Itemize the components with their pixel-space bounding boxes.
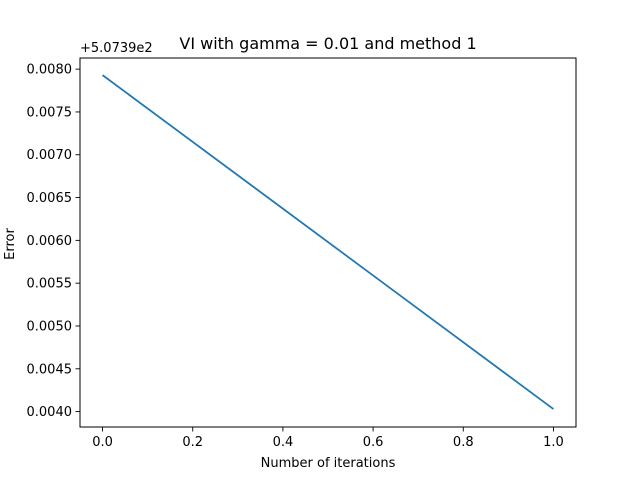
plot-area [102,74,554,410]
y-tick-label: 0.0055 [27,277,73,292]
x-tick-label: 0.8 [453,435,474,450]
x-axis-ticks: 0.0 0.2 0.4 0.6 0.8 1.0 [92,427,564,450]
x-tick-label: 0.4 [273,435,294,450]
y-tick-label: 0.0060 [27,234,73,249]
y-tick-label: 0.0075 [27,105,73,120]
x-tick-label: 0.6 [363,435,384,450]
x-tick-label: 0.2 [182,435,203,450]
y-tick-label: 0.0045 [27,362,73,377]
y-tick-label: 0.0050 [27,319,73,334]
x-tick-label: 1.0 [543,435,564,450]
y-axis-ticks: 0.0040 0.0045 0.0050 0.0055 0.0060 0.0065 0.00… [27,63,80,420]
y-tick-label: 0.0065 [27,191,73,206]
y-axis-offset-label: +5.0739e2 [80,41,153,56]
y-tick-label: 0.0080 [27,63,73,78]
y-tick-label: 0.0070 [27,148,73,163]
y-tick-label: 0.0040 [27,405,73,420]
series-line-0 [102,74,554,410]
axes-frame [79,57,577,428]
y-axis-label: Error [3,228,18,260]
chart-title: VI with gamma = 0.01 and method 1 [179,34,476,53]
x-axis-label: Number of iterations [261,456,396,471]
x-tick-label: 0.0 [92,435,113,450]
